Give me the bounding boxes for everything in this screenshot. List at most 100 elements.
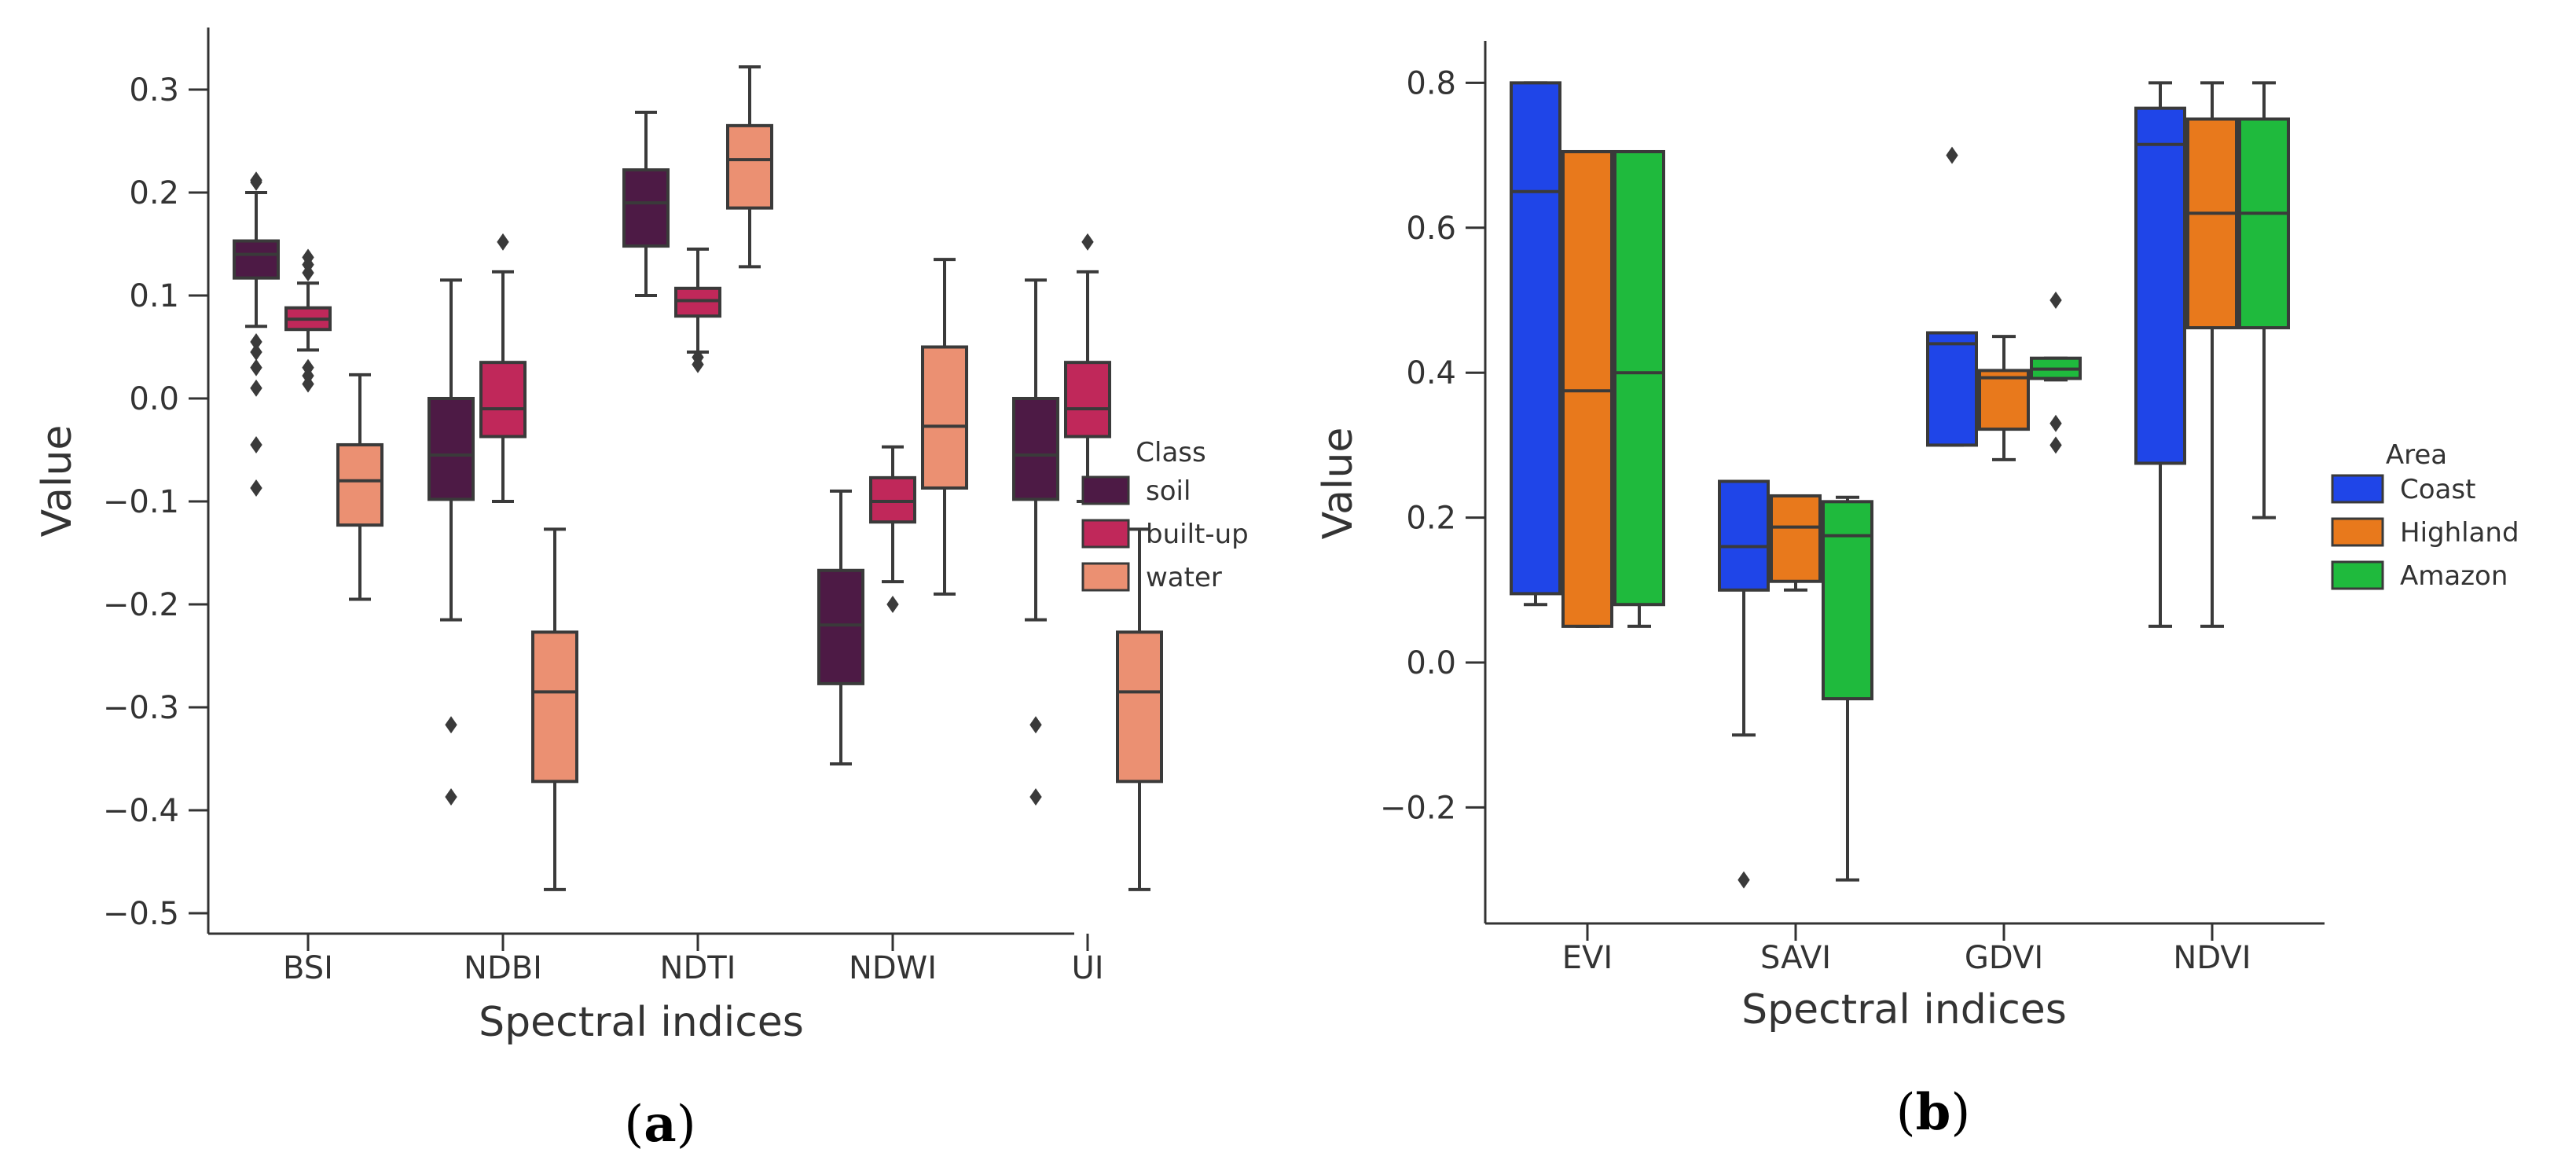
panel-a-y-tick-label: −0.3 (103, 690, 179, 726)
panel-b-y-axis-label: Value (1315, 428, 1362, 540)
outlier-point (445, 716, 457, 734)
legend-label-amazon: Amazon (2400, 560, 2508, 592)
legend-label-water: water (1146, 562, 1222, 593)
outlier-point (250, 435, 262, 453)
panel-a-y-tick-label: −0.1 (103, 484, 179, 520)
panel-a-x-tick-label: UI (1071, 950, 1103, 986)
panel-a-y-axis-label: Value (34, 425, 81, 538)
legend-swatch-coast (2331, 474, 2384, 504)
outlier-point (2049, 292, 2062, 309)
legend-swatch-built-up (1081, 519, 1130, 549)
box-iqr (479, 361, 527, 439)
box-iqr (726, 123, 773, 210)
box-iqr (233, 239, 280, 280)
legend-label-built-up: built-up (1146, 519, 1249, 550)
outlier-point (2049, 436, 2062, 454)
box-iqr (1718, 479, 1770, 592)
legend-label-highland: Highland (2400, 517, 2519, 549)
panel-b-box-highland-evi (1561, 149, 1613, 628)
outlier-point (250, 343, 262, 362)
outlier-point (250, 479, 262, 497)
box-iqr (622, 168, 670, 248)
outlier-point (1029, 716, 1042, 734)
panel-a-boxplot: 0.3 0.2 0.1 0.0 −0.1 −0.2 −0.3 −0.4 −0.5 BSI NDBI N… (34, 28, 1249, 1154)
outlier-point (1081, 233, 1094, 251)
panel-a-y-tick-label: 0.0 (129, 381, 179, 417)
box-iqr (817, 568, 864, 685)
box-iqr (427, 397, 475, 501)
outlier-point (1738, 871, 1750, 889)
panel-a-box-built-up-ndti (674, 248, 721, 373)
panel-b-y-tick-label: 0.8 (1406, 65, 1456, 101)
panel-a-y-tick-label: −0.5 (103, 896, 179, 932)
panel-b-box-coast-evi (1510, 81, 1561, 607)
panel-a-marks: 0.3 0.2 0.1 0.0 −0.1 −0.2 −0.3 −0.4 −0.5 BSI NDBI N… (103, 65, 1163, 986)
panel-b-y-tick-label: −0.2 (1380, 790, 1456, 826)
box-iqr (1012, 397, 1059, 501)
legend-label-soil: soil (1146, 475, 1191, 507)
panel-b-box-amazon-ndvi (2238, 81, 2290, 519)
panel-b-y-tick-label: 0.4 (1406, 355, 1456, 391)
panel-a-box-built-up-ui (1064, 233, 1111, 503)
panel-a-caption-letter: a (644, 1095, 676, 1154)
panel-a-y-tick-label: 0.3 (129, 72, 179, 108)
box-iqr (336, 442, 383, 527)
outlier-point (497, 233, 509, 251)
legend-swatch-amazon (2331, 560, 2384, 590)
box-iqr (1770, 494, 1822, 583)
panel-a-box-soil-ui (1012, 278, 1059, 806)
outlier-point (1946, 146, 1958, 164)
box-iqr (1116, 630, 1163, 784)
panel-a-legend-title: Class (1136, 437, 1205, 468)
legend-swatch-water (1081, 562, 1130, 592)
panel-a-box-soil-ndti (622, 110, 670, 297)
panel-b-caption: (b) (1896, 1083, 1971, 1142)
box-iqr (1926, 331, 1978, 447)
panel-a-legend: Class soil built-up water (1081, 437, 1249, 593)
panel-b-x-tick-label: SAVI (1760, 940, 1831, 976)
panel-a-x-tick-label: NDTI (660, 950, 736, 986)
panel-b-box-coast-gdvi (1926, 146, 1978, 447)
panel-b-box-amazon-gdvi (2030, 292, 2082, 454)
box-iqr (1064, 361, 1111, 439)
panel-b-box-coast-savi (1718, 479, 1770, 889)
panel-a-y-tick-label: 0.2 (129, 175, 179, 211)
legend-swatch-soil (1081, 475, 1130, 505)
outlier-point (250, 171, 262, 189)
panel-b-box-amazon-evi (1613, 149, 1665, 628)
box-iqr (531, 630, 578, 784)
outlier-point (302, 264, 314, 282)
panel-b-x-tick-label: GDVI (1965, 940, 2043, 976)
panel-a-box-water-ndti (726, 65, 773, 269)
outlier-point (250, 379, 262, 397)
panel-a-box-built-up-ndbi (479, 233, 527, 503)
panel-b-box-highland-gdvi (1978, 335, 2030, 461)
box-iqr (2186, 117, 2238, 330)
box-iqr (1613, 149, 1665, 607)
legend-swatch-highland (2331, 517, 2384, 547)
panel-b-y-tick-label: 0.6 (1406, 211, 1456, 247)
outlier-point (250, 358, 262, 376)
panel-b-caption-letter: b (1916, 1083, 1951, 1142)
panel-a-x-axis-label: Spectral indices (479, 999, 804, 1046)
panel-a-y-tick-label: 0.1 (129, 278, 179, 314)
panel-b-marks: 0.8 0.6 0.4 0.2 0.0 −0.2 EVI SAVI GDVI NDVI (1380, 65, 2290, 976)
outlier-point (692, 355, 704, 373)
panel-a-box-water-bsi (336, 373, 383, 601)
box-iqr (1822, 500, 1873, 701)
panel-a-y-tick-label: −0.4 (103, 793, 179, 829)
panel-b-legend: Area Coast Highland Amazon (2331, 439, 2519, 592)
panel-a-caption: (a) (624, 1095, 695, 1154)
box-iqr (1561, 149, 1613, 628)
panel-b-box-highland-savi (1770, 494, 1822, 592)
panel-a-box-water-ndbi (531, 527, 578, 891)
panel-a-x-tick-label: BSI (283, 950, 333, 986)
outlier-point (1029, 787, 1042, 806)
box-iqr (2238, 117, 2290, 330)
outlier-point (886, 596, 899, 613)
panel-a-x-tick-label: NDBI (464, 950, 542, 986)
panel-a-box-soil-bsi (233, 171, 280, 497)
panel-a-box-built-up-ndwi (869, 445, 916, 613)
panel-a-box-water-ndwi (921, 258, 968, 596)
